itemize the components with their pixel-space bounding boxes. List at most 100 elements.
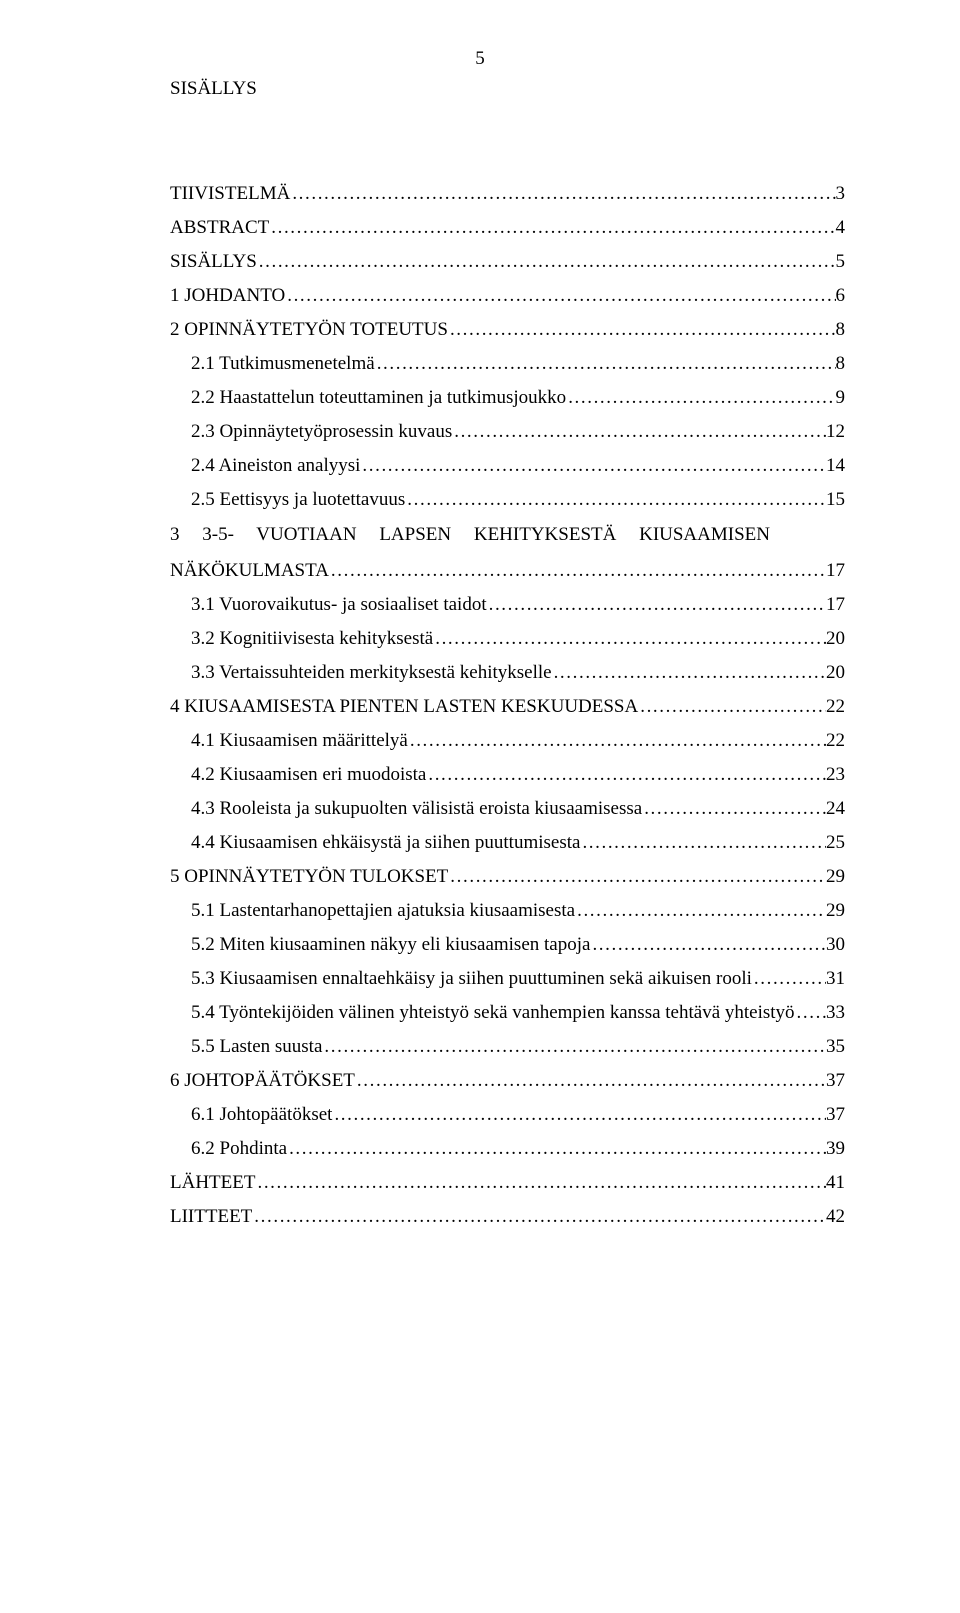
toc-entry: 2.4 Aineiston analyysi 14: [170, 456, 845, 475]
toc-entry-label: 3.3 Vertaissuhteiden merkityksestä kehit…: [191, 663, 552, 682]
toc-entry-page: 39: [826, 1139, 845, 1158]
toc-leader-dots: [642, 799, 826, 818]
toc-entry-page: 29: [826, 867, 845, 886]
toc-entry: LÄHTEET 41: [170, 1173, 845, 1192]
toc-leader-dots: [287, 1139, 826, 1158]
toc-leader-dots: [269, 218, 835, 237]
toc-entry-label: 2.4 Aineiston analyysi: [191, 456, 360, 475]
toc-entry-page: 8: [836, 320, 846, 339]
toc-entry-label: 4.3 Rooleista ja sukupuolten välisistä e…: [191, 799, 642, 818]
toc-entry-page: 20: [826, 629, 845, 648]
toc-entry-page: 8: [836, 354, 846, 373]
toc-entry-label: 4.4 Kiusaamisen ehkäisystä ja siihen puu…: [191, 833, 580, 852]
toc-entry-label: ABSTRACT: [170, 218, 269, 237]
page-title: SISÄLLYS: [170, 78, 845, 100]
toc-entry-page: 30: [826, 935, 845, 954]
toc-entry-page: 17: [826, 595, 845, 614]
toc-entry: 2.2 Haastattelun toteuttaminen ja tutkim…: [170, 388, 845, 407]
toc-entry-label: 5.3 Kiusaamisen ennaltaehkäisy ja siihen…: [191, 969, 752, 988]
toc-entry: 5 OPINNÄYTETYÖN TULOKSET 29: [170, 867, 845, 886]
toc-entry-label: NÄKÖKULMASTA: [170, 561, 329, 580]
toc-entry: SISÄLLYS 5: [170, 252, 845, 271]
toc-leader-dots: [487, 595, 826, 614]
toc-entry: 5.3 Kiusaamisen ennaltaehkäisy ja siihen…: [170, 969, 845, 988]
toc-entry-label: LÄHTEET: [170, 1173, 255, 1192]
toc-leader-dots: [375, 354, 836, 373]
toc-leader-dots: [566, 388, 835, 407]
toc-entry-label: 5.1 Lastentarhanopettajien ajatuksia kiu…: [191, 901, 575, 920]
toc-leader-dots: [580, 833, 826, 852]
page-number: 5: [475, 48, 485, 70]
toc-leader-dots: [252, 1207, 826, 1226]
toc-leader-dots: [590, 935, 826, 954]
toc-entry-page: 41: [826, 1173, 845, 1192]
toc-leader-dots: [322, 1037, 826, 1056]
toc-leader-dots: [408, 731, 826, 750]
toc-entry-label: 6 JOHTOPÄÄTÖKSET: [170, 1071, 355, 1090]
toc-leader-dots: [795, 1003, 826, 1022]
toc-entry-label: 5.2 Miten kiusaaminen näkyy eli kiusaami…: [191, 935, 590, 954]
toc-entry-label: 1 JOHDANTO: [170, 286, 285, 305]
toc-entry-page: 25: [826, 833, 845, 852]
toc-entry-page: 12: [826, 422, 845, 441]
toc-entry-page: 37: [826, 1105, 845, 1124]
toc-entry-page: 3: [836, 184, 846, 203]
toc-entry-page: 5: [836, 252, 846, 271]
table-of-contents: TIIVISTELMÄ 3 ABSTRACT 4 SISÄLLYS 5 1 JOHDANTO…: [170, 184, 845, 1226]
toc-entry-label: 3.1 Vuorovaikutus- ja sosiaaliset taidot: [191, 595, 487, 614]
toc-entry-page: 35: [826, 1037, 845, 1056]
toc-entry-page: 9: [836, 388, 846, 407]
toc-entry-page: 4: [836, 218, 846, 237]
toc-entry-page: 29: [826, 901, 845, 920]
toc-leader-dots: [332, 1105, 826, 1124]
toc-leader-dots: [448, 320, 836, 339]
toc-leader-dots: [290, 184, 835, 203]
toc-leader-dots: [360, 456, 826, 475]
toc-entry-label: 2.5 Eettisyys ja luotettavuus: [191, 490, 405, 509]
toc-entry-label: 5.5 Lasten suusta: [191, 1037, 322, 1056]
toc-leader-dots: [255, 1173, 826, 1192]
toc-entry-label: 5 OPINNÄYTETYÖN TULOKSET: [170, 867, 448, 886]
toc-entry: 5.4 Työntekijöiden välinen yhteistyö sek…: [170, 1003, 845, 1022]
toc-entry: TIIVISTELMÄ 3: [170, 184, 845, 203]
document-page: 5 SISÄLLYS TIIVISTELMÄ 3 ABSTRACT 4 SISÄLLYS…: [0, 0, 960, 1613]
toc-leader-dots: [257, 252, 836, 271]
toc-entry-label: TIIVISTELMÄ: [170, 184, 290, 203]
toc-entry: 3.1 Vuorovaikutus- ja sosiaaliset taidot…: [170, 595, 845, 614]
toc-leader-dots: [405, 490, 826, 509]
toc-entry-label: 2.2 Haastattelun toteuttaminen ja tutkim…: [191, 388, 566, 407]
toc-entry-label: 2 OPINNÄYTETYÖN TOTEUTUS: [170, 320, 448, 339]
toc-entry-page: 15: [826, 490, 845, 509]
toc-entry: 4.2 Kiusaamisen eri muodoista23: [170, 765, 845, 784]
toc-entry-page: 37: [826, 1071, 845, 1090]
toc-entry-label: LIITTEET: [170, 1207, 252, 1226]
toc-entry: 6 JOHTOPÄÄTÖKSET 37: [170, 1071, 845, 1090]
toc-leader-dots: [552, 663, 826, 682]
toc-entry-label: 3 3-5- VUOTIAAN LAPSEN KEHITYKSESTÄ KIUS…: [170, 524, 770, 545]
toc-entry-label: 2.1 Tutkimusmenetelmä: [191, 354, 375, 373]
toc-leader-dots: [752, 969, 826, 988]
toc-entry-page: 17: [826, 561, 845, 580]
toc-entry: 4.1 Kiusaamisen määrittelyä22: [170, 731, 845, 750]
toc-entry: 6.1 Johtopäätökset 37: [170, 1105, 845, 1124]
toc-entry-page: 22: [826, 697, 845, 716]
toc-entry: 6.2 Pohdinta39: [170, 1139, 845, 1158]
toc-entry: 4.3 Rooleista ja sukupuolten välisistä e…: [170, 799, 845, 818]
toc-entry-page: 20: [826, 663, 845, 682]
toc-entry-label: 6.1 Johtopäätökset: [191, 1105, 332, 1124]
toc-entry: NÄKÖKULMASTA 17: [170, 561, 845, 580]
toc-entry-label: 4 KIUSAAMISESTA PIENTEN LASTEN KESKUUDES…: [170, 697, 638, 716]
toc-leader-dots: [575, 901, 826, 920]
toc-entry: 5.1 Lastentarhanopettajien ajatuksia kiu…: [170, 901, 845, 920]
toc-leader-dots: [285, 286, 835, 305]
toc-entry-page: 14: [826, 456, 845, 475]
toc-entry: 2 OPINNÄYTETYÖN TOTEUTUS 8: [170, 320, 845, 339]
toc-entry-label: SISÄLLYS: [170, 252, 257, 271]
toc-entry-label: 4.2 Kiusaamisen eri muodoista: [191, 765, 426, 784]
toc-entry: 5.2 Miten kiusaaminen näkyy eli kiusaami…: [170, 935, 845, 954]
toc-entry: 1 JOHDANTO6: [170, 286, 845, 305]
toc-entry: 2.3 Opinnäytetyöprosessin kuvaus12: [170, 422, 845, 441]
toc-entry: 3 3-5- VUOTIAAN LAPSEN KEHITYKSESTÄ KIUS…: [170, 524, 845, 546]
toc-leader-dots: [452, 422, 826, 441]
toc-entry-label: 3.2 Kognitiivisesta kehityksestä: [191, 629, 433, 648]
